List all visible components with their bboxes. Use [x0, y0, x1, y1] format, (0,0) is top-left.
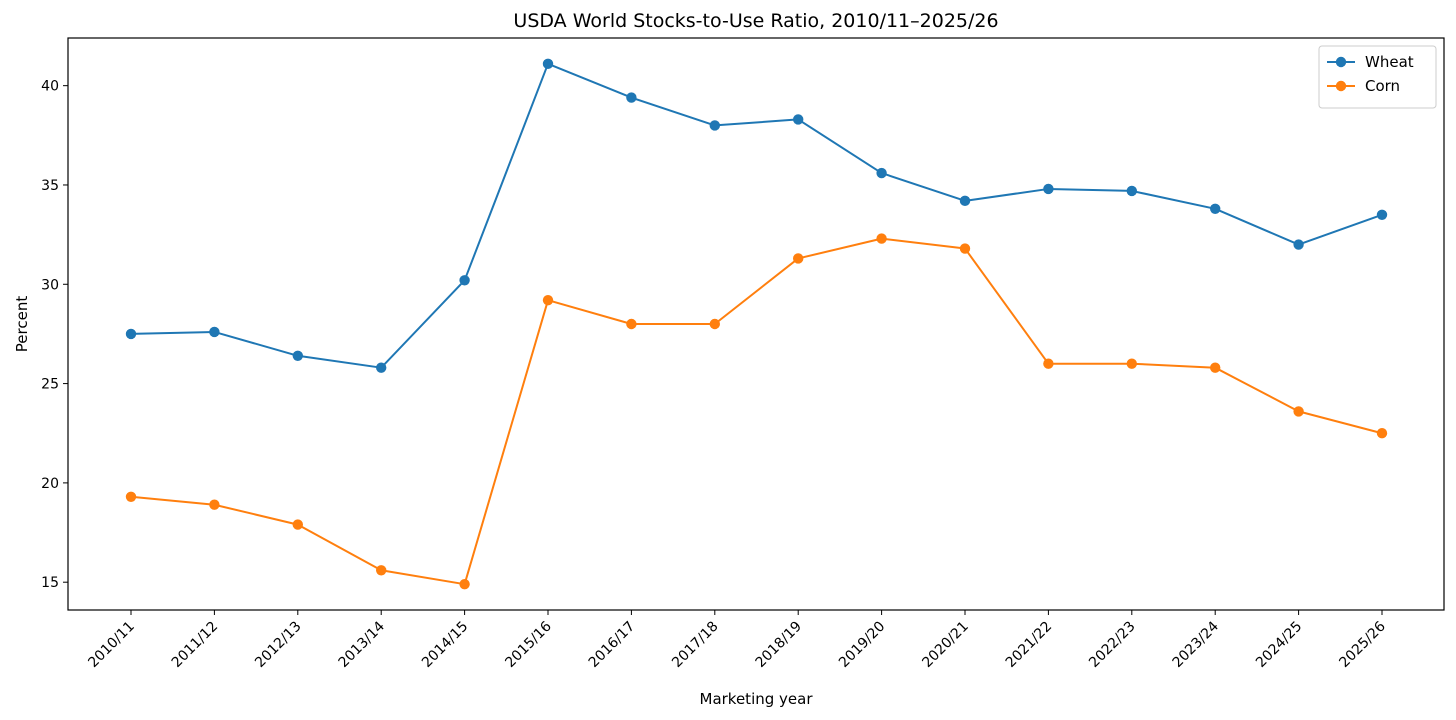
- wheat-point: [542, 58, 554, 70]
- x-tick-label: 2023/24: [1170, 618, 1223, 671]
- wheat-point: [1126, 185, 1138, 197]
- corn-point: [125, 491, 137, 502]
- wheat-point: [459, 275, 470, 286]
- corn-point: [376, 565, 387, 576]
- wheat-line: [130, 62, 1383, 369]
- y-tick-label: 25: [41, 377, 59, 393]
- chart-title: USDA World Stocks-to-Use Ratio, 2010/11–…: [513, 10, 998, 32]
- series-layer: [125, 58, 1388, 590]
- corn-point: [626, 318, 637, 330]
- corn-line: [130, 237, 1383, 586]
- wheat-point: [1043, 183, 1054, 195]
- y-axis-label: Percent: [13, 296, 31, 353]
- y-tick-label: 20: [41, 476, 59, 492]
- x-tick-label: 2012/13: [252, 619, 304, 671]
- x-tick-label: 2010/11: [85, 619, 137, 671]
- legend-swatch-marker: [1335, 56, 1347, 68]
- corn-point: [1376, 428, 1388, 439]
- x-tick-label: 2011/12: [169, 619, 221, 671]
- y-tick-label: 35: [41, 178, 59, 194]
- wheat-point: [1376, 209, 1388, 220]
- x-tick-label: 2025/26: [1336, 618, 1389, 671]
- x-tick-label: 2020/21: [919, 619, 971, 671]
- wheat-point: [376, 362, 387, 373]
- x-tick-label: 2017/18: [669, 619, 721, 671]
- wheat-point: [959, 195, 971, 207]
- corn-point: [209, 499, 220, 510]
- x-tick-label: 2018/19: [753, 619, 805, 671]
- corn-point: [793, 253, 804, 264]
- legend-item-corn: Corn: [1327, 77, 1400, 95]
- wheat-point: [1293, 239, 1304, 250]
- x-tick-label: 2015/16: [502, 618, 555, 671]
- plot-area-frame: [67, 37, 1445, 611]
- x-tick-label: 2014/15: [419, 619, 471, 671]
- wheat-point: [209, 326, 220, 338]
- wheat-point: [876, 167, 887, 179]
- wheat-point: [709, 120, 720, 131]
- x-axis-label: Marketing year: [700, 690, 814, 708]
- corn-point: [542, 294, 554, 306]
- x-tick-label: 2021/22: [1003, 619, 1055, 671]
- corn-point: [876, 233, 887, 244]
- corn-point: [1293, 406, 1304, 417]
- y-tick-label: 30: [41, 277, 59, 293]
- corn-point: [292, 519, 303, 530]
- legend-swatch-marker: [1335, 80, 1347, 92]
- corn-point: [959, 243, 971, 254]
- x-axis: 2010/11 2011/12 2012/13 2013/14 2014/15 2015/…: [85, 610, 1389, 671]
- legend-item-wheat: Wheat: [1327, 53, 1414, 71]
- x-tick-label: 2022/23: [1086, 619, 1138, 671]
- wheat-point: [1210, 203, 1221, 215]
- wheat-point: [292, 350, 303, 361]
- corn-point: [1210, 362, 1221, 373]
- x-tick-label: 2016/17: [586, 619, 638, 671]
- corn-point: [459, 578, 470, 590]
- legend-label: Wheat: [1365, 53, 1414, 71]
- y-tick-label: 15: [41, 575, 59, 591]
- series-wheat: [125, 58, 1388, 373]
- y-tick-label: 40: [41, 79, 59, 95]
- x-tick-label: 2019/20: [836, 619, 888, 671]
- x-tick-label: 2013/14: [336, 618, 389, 671]
- wheat-point: [125, 328, 137, 340]
- corn-point: [1126, 358, 1138, 369]
- legend: Wheat Corn: [1318, 45, 1437, 109]
- corn-point: [709, 318, 720, 330]
- wheat-point: [793, 114, 804, 125]
- x-tick-label: 2024/25: [1253, 619, 1305, 671]
- wheat-point: [626, 92, 637, 103]
- series-corn: [125, 233, 1388, 590]
- corn-point: [1043, 358, 1054, 369]
- y-axis: 15 20 25 30 35 40: [41, 79, 68, 591]
- legend-label: Corn: [1365, 77, 1400, 95]
